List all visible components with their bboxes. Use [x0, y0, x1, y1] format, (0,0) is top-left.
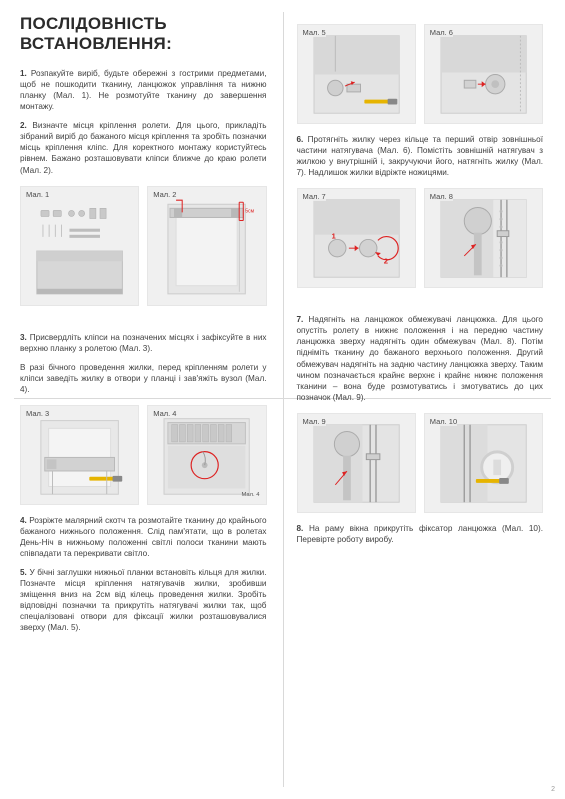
spacer [297, 298, 544, 314]
fig-caption: Мал. 1 [26, 190, 49, 199]
fig-caption: Мал. 9 [303, 417, 326, 426]
fig-caption: Мал. 4 [153, 409, 176, 418]
step-2: 2. Визначте місця кріплення ролети. Для … [20, 120, 267, 175]
step-5: 5. У бічні заглушки нижньої планки встан… [20, 567, 267, 633]
figure-2: Мал. 2 5см [147, 186, 266, 306]
fig-caption: Мал. 3 [26, 409, 49, 418]
step-4: 4. Розріжте малярний скотч та розмотайте… [20, 515, 267, 559]
fig-caption: Мал. 10 [430, 417, 457, 426]
fig-row-7-8: Мал. 7 1 2 Мал. 8 [297, 188, 544, 288]
fig-caption: Мал. 5 [303, 28, 326, 37]
page: ПОСЛІДОВНІСТЬ ВСТАНОВЛЕННЯ: 1. Розпакуйт… [0, 0, 565, 799]
step-num: 8. [297, 524, 304, 533]
fig-row-9-10: Мал. 9 Мал. 10 [297, 413, 544, 513]
step-num: 6. [297, 135, 304, 144]
fig8-svg [429, 192, 538, 284]
step-num: 2. [20, 121, 27, 130]
fig1-svg [25, 190, 134, 302]
step-num: 5. [20, 568, 27, 577]
page-number: 2 [551, 786, 555, 793]
step-num: 4. [20, 516, 27, 525]
step-text: Протягніть жилку через кільце та перший … [297, 135, 544, 177]
figure-7: Мал. 7 1 2 [297, 188, 416, 288]
figure-1: Мал. 1 [20, 186, 139, 306]
step-text: На раму вікна прикрутіть фіксатор ланцюж… [297, 524, 544, 544]
right-column: Мал. 5 Мал. 6 [283, 0, 565, 799]
fig-caption: Мал. 2 [153, 190, 176, 199]
step-7: 7. Надягніть на ланцюжок обмежувачі ланц… [297, 314, 544, 403]
step-text: Визначте місця кріплення ролети. Для цьо… [20, 121, 267, 174]
step-text: Надягніть на ланцюжок обмежувачі ланцюжк… [297, 315, 544, 401]
fig4-svg: Мал. 4 [152, 409, 261, 501]
fig6-svg [429, 28, 538, 120]
fig10-svg [429, 417, 538, 509]
svg-text:5см: 5см [246, 208, 255, 214]
fig3-svg [25, 409, 134, 501]
step-8: 8. На раму вікна прикрутіть фіксатор лан… [297, 523, 544, 545]
fig-row-3-4: Мал. 3 Мал. 4 [20, 405, 267, 505]
figure-9: Мал. 9 [297, 413, 416, 513]
fig-row-5-6: Мал. 5 Мал. 6 [297, 24, 544, 124]
svg-text:Мал. 4: Мал. 4 [242, 492, 261, 498]
fig7-svg: 1 2 [302, 192, 411, 284]
figure-6: Мал. 6 [424, 24, 543, 124]
step-text: Розпакуйте виріб, будьте обережні з гост… [20, 69, 267, 111]
step-text: Присвердліть кліпси на позначених місцях… [20, 333, 267, 353]
step-text: У бічні заглушки нижньої планки встанові… [20, 568, 267, 632]
step-text: Розріжте малярний скотч та розмотайте тк… [20, 516, 267, 558]
fig-caption: Мал. 8 [430, 192, 453, 201]
fig2-svg: 5см [152, 190, 261, 302]
step-num: 1. [20, 69, 27, 78]
step-num: 7. [297, 315, 304, 324]
spacer [20, 316, 267, 332]
step-6: 6. Протягніть жилку через кільце та перш… [297, 134, 544, 178]
figure-4: Мал. 4 Мал. 4 [147, 405, 266, 505]
svg-text:2: 2 [383, 257, 387, 266]
figure-10: Мал. 10 [424, 413, 543, 513]
left-column: ПОСЛІДОВНІСТЬ ВСТАНОВЛЕННЯ: 1. Розпакуйт… [0, 0, 283, 799]
figure-3: Мал. 3 [20, 405, 139, 505]
fig-caption: Мал. 6 [430, 28, 453, 37]
step-text: В разі бічного проведення жилки, перед к… [20, 363, 267, 394]
step-3: 3. Присвердліть кліпси на позначених міс… [20, 332, 267, 354]
step-3b: В разі бічного проведення жилки, перед к… [20, 362, 267, 395]
figure-8: Мал. 8 [424, 188, 543, 288]
fig9-svg [302, 417, 411, 509]
fig-caption: Мал. 7 [303, 192, 326, 201]
fig5-svg [302, 28, 411, 120]
svg-text:1: 1 [331, 232, 336, 241]
step-num: 3. [20, 333, 27, 342]
fig-row-1-2: Мал. 1 [20, 186, 267, 306]
step-1: 1. Розпакуйте виріб, будьте обережні з г… [20, 68, 267, 112]
page-title: ПОСЛІДОВНІСТЬ ВСТАНОВЛЕННЯ: [20, 14, 267, 54]
figure-5: Мал. 5 [297, 24, 416, 124]
